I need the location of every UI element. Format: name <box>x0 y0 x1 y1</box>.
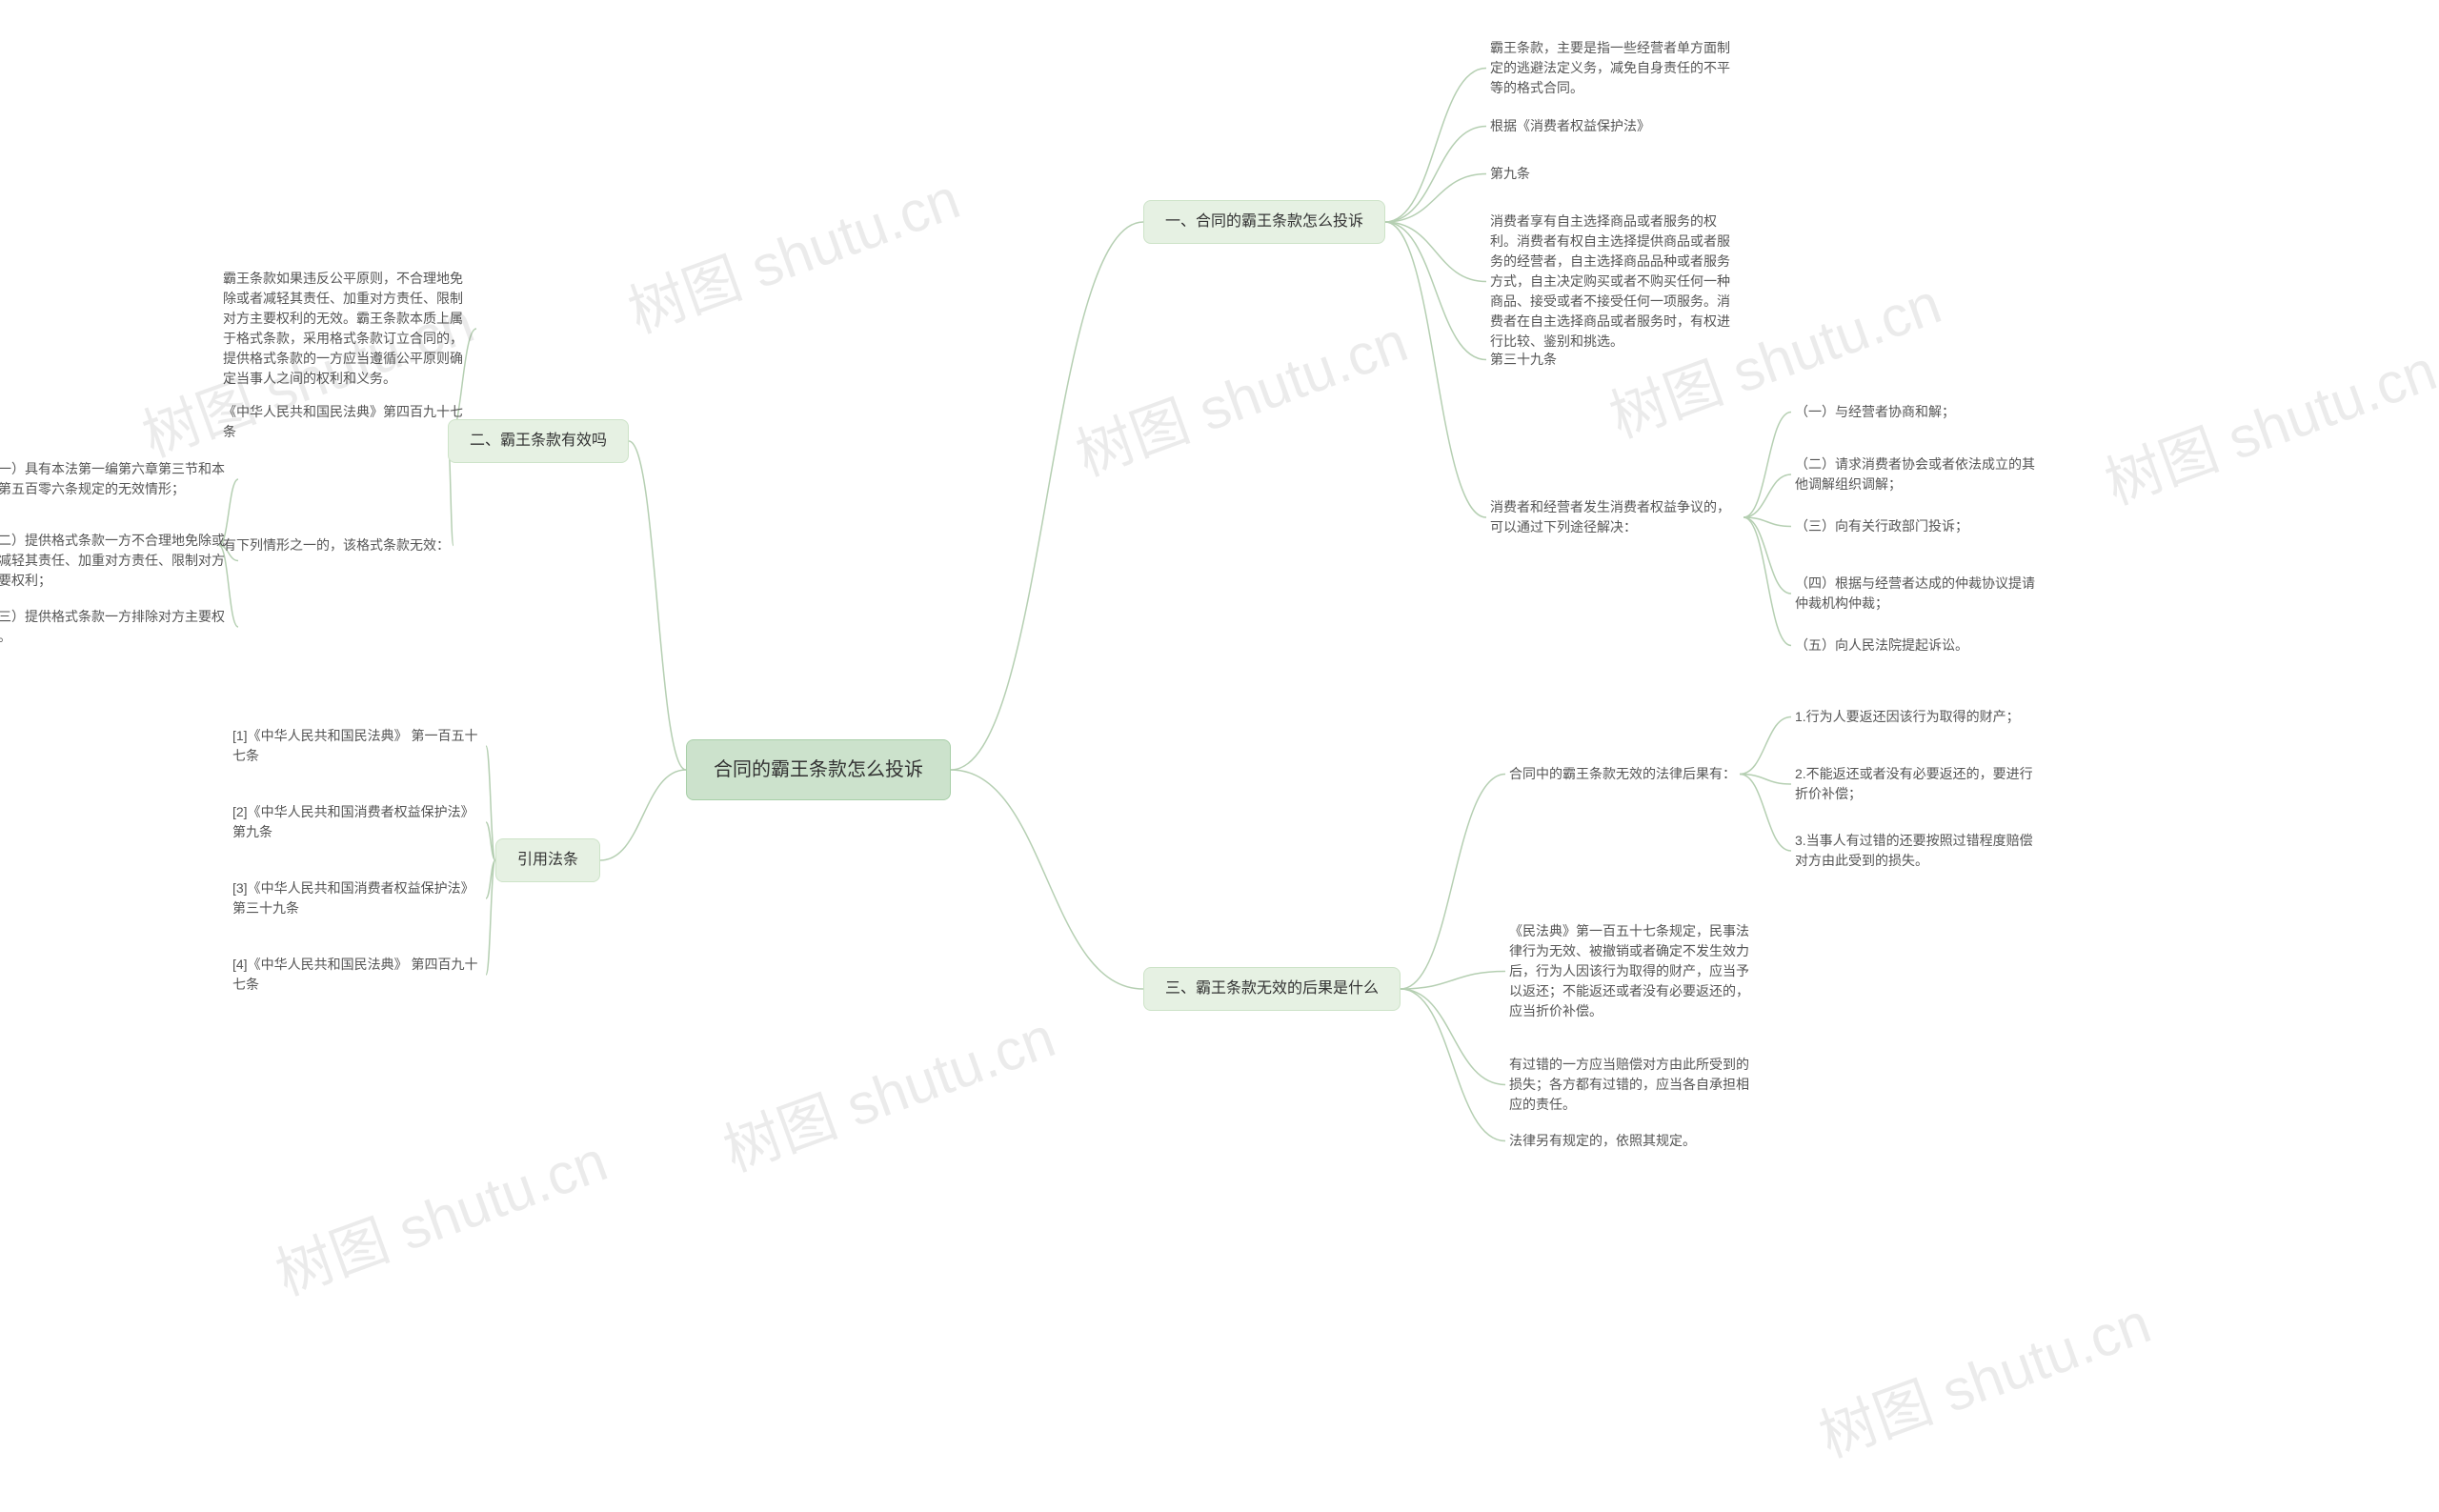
watermark: 树图 shutu.cn <box>615 152 969 349</box>
watermark: 树图 shutu.cn <box>1806 1277 2160 1473</box>
watermark: 树图 shutu.cn <box>711 991 1064 1187</box>
leaf-node: （五）向人民法院提起诉讼。 <box>1791 634 1972 657</box>
leaf-node: 第九条 <box>1486 162 1534 186</box>
leaf-node: [2]《中华人民共和国消费者权益保护法》 第九条 <box>229 800 486 844</box>
watermark: 树图 shutu.cn <box>263 1115 616 1311</box>
watermark: 树图 shutu.cn <box>1063 295 1417 492</box>
leaf-node: （三）提供格式条款一方排除对方主要权利。 <box>0 605 238 649</box>
leaf-node: （二）提供格式条款一方不合理地免除或者减轻其责任、加重对方责任、限制对方主要权利… <box>0 529 238 593</box>
leaf-node: [3]《中华人民共和国消费者权益保护法》 第三十九条 <box>229 877 486 920</box>
leaf-node: （三）向有关行政部门投诉； <box>1791 514 1972 538</box>
leaf-node: 《中华人民共和国民法典》第四百九十七条 <box>219 400 476 444</box>
watermark: 树图 shutu.cn <box>2092 324 2439 520</box>
leaf-node: [4]《中华人民共和国民法典》 第四百九十七条 <box>229 953 486 997</box>
leaf-node: 消费者享有自主选择商品或者服务的权利。消费者有权自主选择提供商品或者服务的经营者… <box>1486 210 1744 353</box>
branch-node[interactable]: 一、合同的霸王条款怎么投诉 <box>1143 200 1385 244</box>
leaf-node: （四）根据与经营者达成的仲裁协议提请仲裁机构仲裁； <box>1791 572 2048 615</box>
branch-node[interactable]: 引用法条 <box>495 838 600 882</box>
leaf-node: 3.当事人有过错的还要按照过错程度赔偿对方由此受到的损失。 <box>1791 829 2048 873</box>
leaf-node: （一）与经营者协商和解； <box>1791 400 1959 424</box>
leaf-node: 法律另有规定的，依照其规定。 <box>1505 1129 1700 1153</box>
leaf-node: 有下列情形之一的，该格式条款无效： <box>219 534 454 557</box>
leaf-node: 1.行为人要返还因该行为取得的财产； <box>1791 705 2024 729</box>
leaf-node: 第三十九条 <box>1486 348 1561 372</box>
leaf-node: 合同中的霸王条款无效的法律后果有： <box>1505 762 1740 786</box>
leaf-node: 消费者和经营者发生消费者权益争议的，可以通过下列途径解决： <box>1486 495 1744 539</box>
leaf-node: [1]《中华人民共和国民法典》 第一百五十七条 <box>229 724 486 768</box>
leaf-node: （一）具有本法第一编第六章第三节和本法第五百零六条规定的无效情形； <box>0 457 238 501</box>
leaf-node: 霸王条款如果违反公平原则，不合理地免除或者减轻其责任、加重对方责任、限制对方主要… <box>219 267 476 391</box>
leaf-node: 根据《消费者权益保护法》 <box>1486 114 1654 138</box>
branch-node[interactable]: 三、霸王条款无效的后果是什么 <box>1143 967 1401 1011</box>
root-node[interactable]: 合同的霸王条款怎么投诉 <box>686 739 951 800</box>
leaf-node: 霸王条款，主要是指一些经营者单方面制定的逃避法定义务，减免自身责任的不平等的格式… <box>1486 36 1744 100</box>
leaf-node: 2.不能返还或者没有必要返还的，要进行折价补偿； <box>1791 762 2048 806</box>
leaf-node: 《民法典》第一百五十七条规定，民事法律行为无效、被撤销或者确定不发生效力后，行为… <box>1505 919 1763 1023</box>
leaf-node: （二）请求消费者协会或者依法成立的其他调解组织调解； <box>1791 453 2048 496</box>
leaf-node: 有过错的一方应当赔偿对方由此所受到的损失；各方都有过错的，应当各自承担相应的责任… <box>1505 1053 1763 1117</box>
